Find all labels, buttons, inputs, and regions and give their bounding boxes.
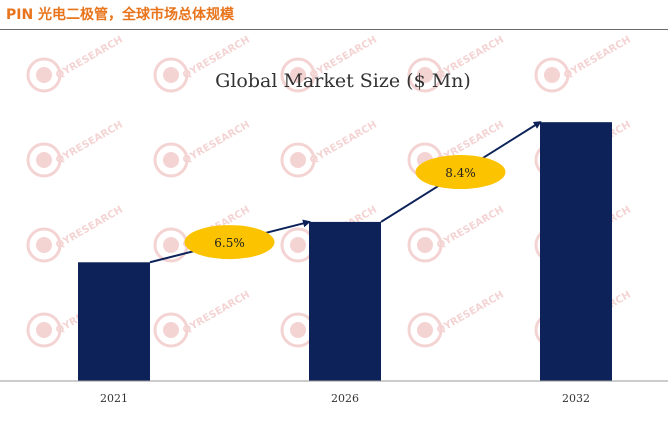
growth-bubble xyxy=(415,155,506,190)
bar-2032 xyxy=(540,122,612,381)
watermark-logo: QYRESEARCH xyxy=(153,119,252,178)
watermark-logo: QYRESEARCH xyxy=(153,289,252,348)
growth-bubble xyxy=(184,225,275,260)
x-tick-2032: 2032 xyxy=(562,392,590,405)
watermark-logo: QYRESEARCH xyxy=(280,119,379,178)
chart-title: Global Market Size ($ Mn) xyxy=(215,70,471,92)
bar-series xyxy=(78,122,612,381)
svg-text:QYRESEARCH: QYRESEARCH xyxy=(54,34,125,81)
watermark-logo: QYRESEARCH xyxy=(26,34,125,93)
svg-text:QYRESEARCH: QYRESEARCH xyxy=(181,289,252,336)
watermark-logo: QYRESEARCH xyxy=(26,204,125,263)
growth-label: 8.4% xyxy=(445,166,476,180)
growth-label: 6.5% xyxy=(214,236,245,250)
svg-text:QYRESEARCH: QYRESEARCH xyxy=(562,34,633,81)
x-tick-2021: 2021 xyxy=(100,392,128,405)
svg-text:QYRESEARCH: QYRESEARCH xyxy=(435,204,506,251)
watermark-logo: QYRESEARCH xyxy=(407,289,506,348)
header-bar: PIN 光电二极管，全球市场总体规模 xyxy=(0,0,668,30)
svg-text:QYRESEARCH: QYRESEARCH xyxy=(435,289,506,336)
bar-2021 xyxy=(78,262,150,381)
x-tick-2026: 2026 xyxy=(331,392,359,405)
page-title: PIN 光电二极管，全球市场总体规模 xyxy=(6,7,235,23)
growth-annotations: 6.5% 8.4% xyxy=(149,121,542,264)
svg-text:QYRESEARCH: QYRESEARCH xyxy=(54,119,125,166)
watermark-logo: QYRESEARCH xyxy=(534,34,633,93)
watermark-logo: QYRESEARCH xyxy=(407,204,506,263)
svg-text:QYRESEARCH: QYRESEARCH xyxy=(181,119,252,166)
watermark-logo: QYRESEARCH xyxy=(26,119,125,178)
svg-text:QYRESEARCH: QYRESEARCH xyxy=(54,204,125,251)
svg-text:QYRESEARCH: QYRESEARCH xyxy=(308,119,379,166)
bar-2026 xyxy=(309,221,381,381)
x-axis-ticks: 2021 2026 2032 xyxy=(100,392,590,405)
